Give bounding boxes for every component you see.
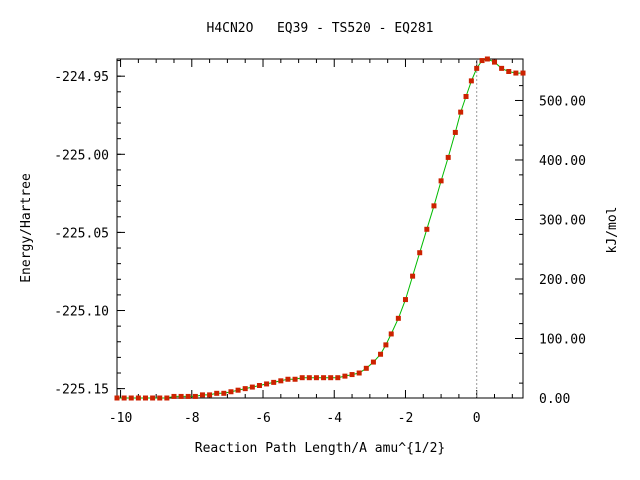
data-point — [185, 393, 191, 399]
data-point — [424, 226, 430, 232]
data-point — [278, 378, 284, 384]
data-point — [214, 390, 220, 396]
data-point — [207, 392, 213, 398]
y2-tick-label: 0.00 — [539, 392, 570, 407]
data-point — [431, 203, 437, 209]
data-point — [321, 375, 327, 381]
data-point — [335, 375, 341, 381]
y2-tick-label: 100.00 — [539, 332, 586, 347]
data-point — [242, 386, 248, 392]
y-axis-left: -224.95 -225.00 -225.05 -225.10 -225.15 — [54, 60, 125, 398]
data-point — [192, 393, 198, 399]
y-tick-label: -225.10 — [54, 305, 109, 320]
data-point — [256, 383, 262, 389]
data-point — [199, 392, 205, 398]
x-axis-label: Reaction Path Length/A amu^{1/2} — [195, 441, 445, 456]
y2-tick-label: 300.00 — [539, 213, 586, 228]
y-tick-label: -225.15 — [54, 383, 109, 398]
data-point — [157, 395, 163, 401]
data-point — [458, 109, 464, 115]
plot-area-frame — [116, 58, 524, 399]
x-tick-label: -8 — [184, 411, 200, 426]
y-axis-right: 0.00 100.00 200.00 300.00 400.00 500.00 — [515, 85, 586, 407]
data-point — [121, 395, 127, 401]
chart-title: H4CN2O EQ39 - TS520 - EQ281 — [207, 21, 434, 36]
data-point — [402, 297, 408, 303]
data-point — [171, 393, 177, 399]
data-point — [228, 389, 234, 395]
data-point — [520, 70, 526, 76]
x-tick-label: -10 — [109, 411, 132, 426]
data-point — [438, 178, 444, 184]
data-point — [164, 395, 170, 401]
data-point — [221, 390, 227, 396]
data-point — [128, 395, 134, 401]
data-point — [249, 384, 255, 390]
data-point — [474, 65, 480, 71]
x-tick-label: -4 — [326, 411, 342, 426]
data-point — [292, 376, 298, 382]
data-point — [484, 56, 490, 62]
y2-tick-label: 500.00 — [539, 94, 586, 109]
y2-tick-label: 200.00 — [539, 273, 586, 288]
data-point — [299, 375, 305, 381]
y2-tick-label: 400.00 — [539, 154, 586, 169]
data-point — [349, 372, 355, 378]
data-point — [463, 93, 469, 99]
data-point — [479, 58, 485, 64]
data-point — [328, 375, 334, 381]
series-points — [114, 56, 526, 401]
y-tick-label: -225.00 — [54, 148, 109, 163]
data-point — [142, 395, 148, 401]
y-tick-label: -224.95 — [54, 70, 109, 85]
data-point — [378, 351, 384, 357]
data-point — [492, 59, 498, 65]
x-tick-label: 0 — [473, 411, 481, 426]
data-point — [313, 375, 319, 381]
data-point — [452, 129, 458, 135]
data-point — [235, 387, 241, 393]
data-point — [383, 342, 389, 348]
data-point — [388, 331, 394, 337]
y-tick-label: -225.05 — [54, 226, 109, 241]
data-point — [513, 70, 519, 76]
data-point — [445, 154, 451, 160]
data-point — [264, 381, 270, 387]
data-point — [135, 395, 141, 401]
data-point — [499, 65, 505, 71]
x-axis: -10 -8 -6 -4 -2 0 — [109, 59, 513, 426]
data-point — [342, 373, 348, 379]
data-point — [114, 395, 120, 401]
data-point — [285, 376, 291, 382]
data-point — [395, 315, 401, 321]
data-point — [356, 370, 362, 376]
data-point — [410, 273, 416, 279]
data-point — [271, 379, 277, 385]
data-point — [363, 365, 369, 371]
data-point — [306, 375, 312, 381]
data-point — [370, 359, 376, 365]
data-point — [468, 78, 474, 84]
y-axis-label: Energy/Hartree — [19, 173, 34, 283]
data-point — [178, 393, 184, 399]
data-point — [506, 68, 512, 74]
y2-axis-label: kJ/mol — [605, 207, 620, 254]
data-point — [417, 250, 423, 256]
x-tick-label: -2 — [398, 411, 414, 426]
data-point — [150, 395, 156, 401]
x-tick-label: -6 — [255, 411, 271, 426]
